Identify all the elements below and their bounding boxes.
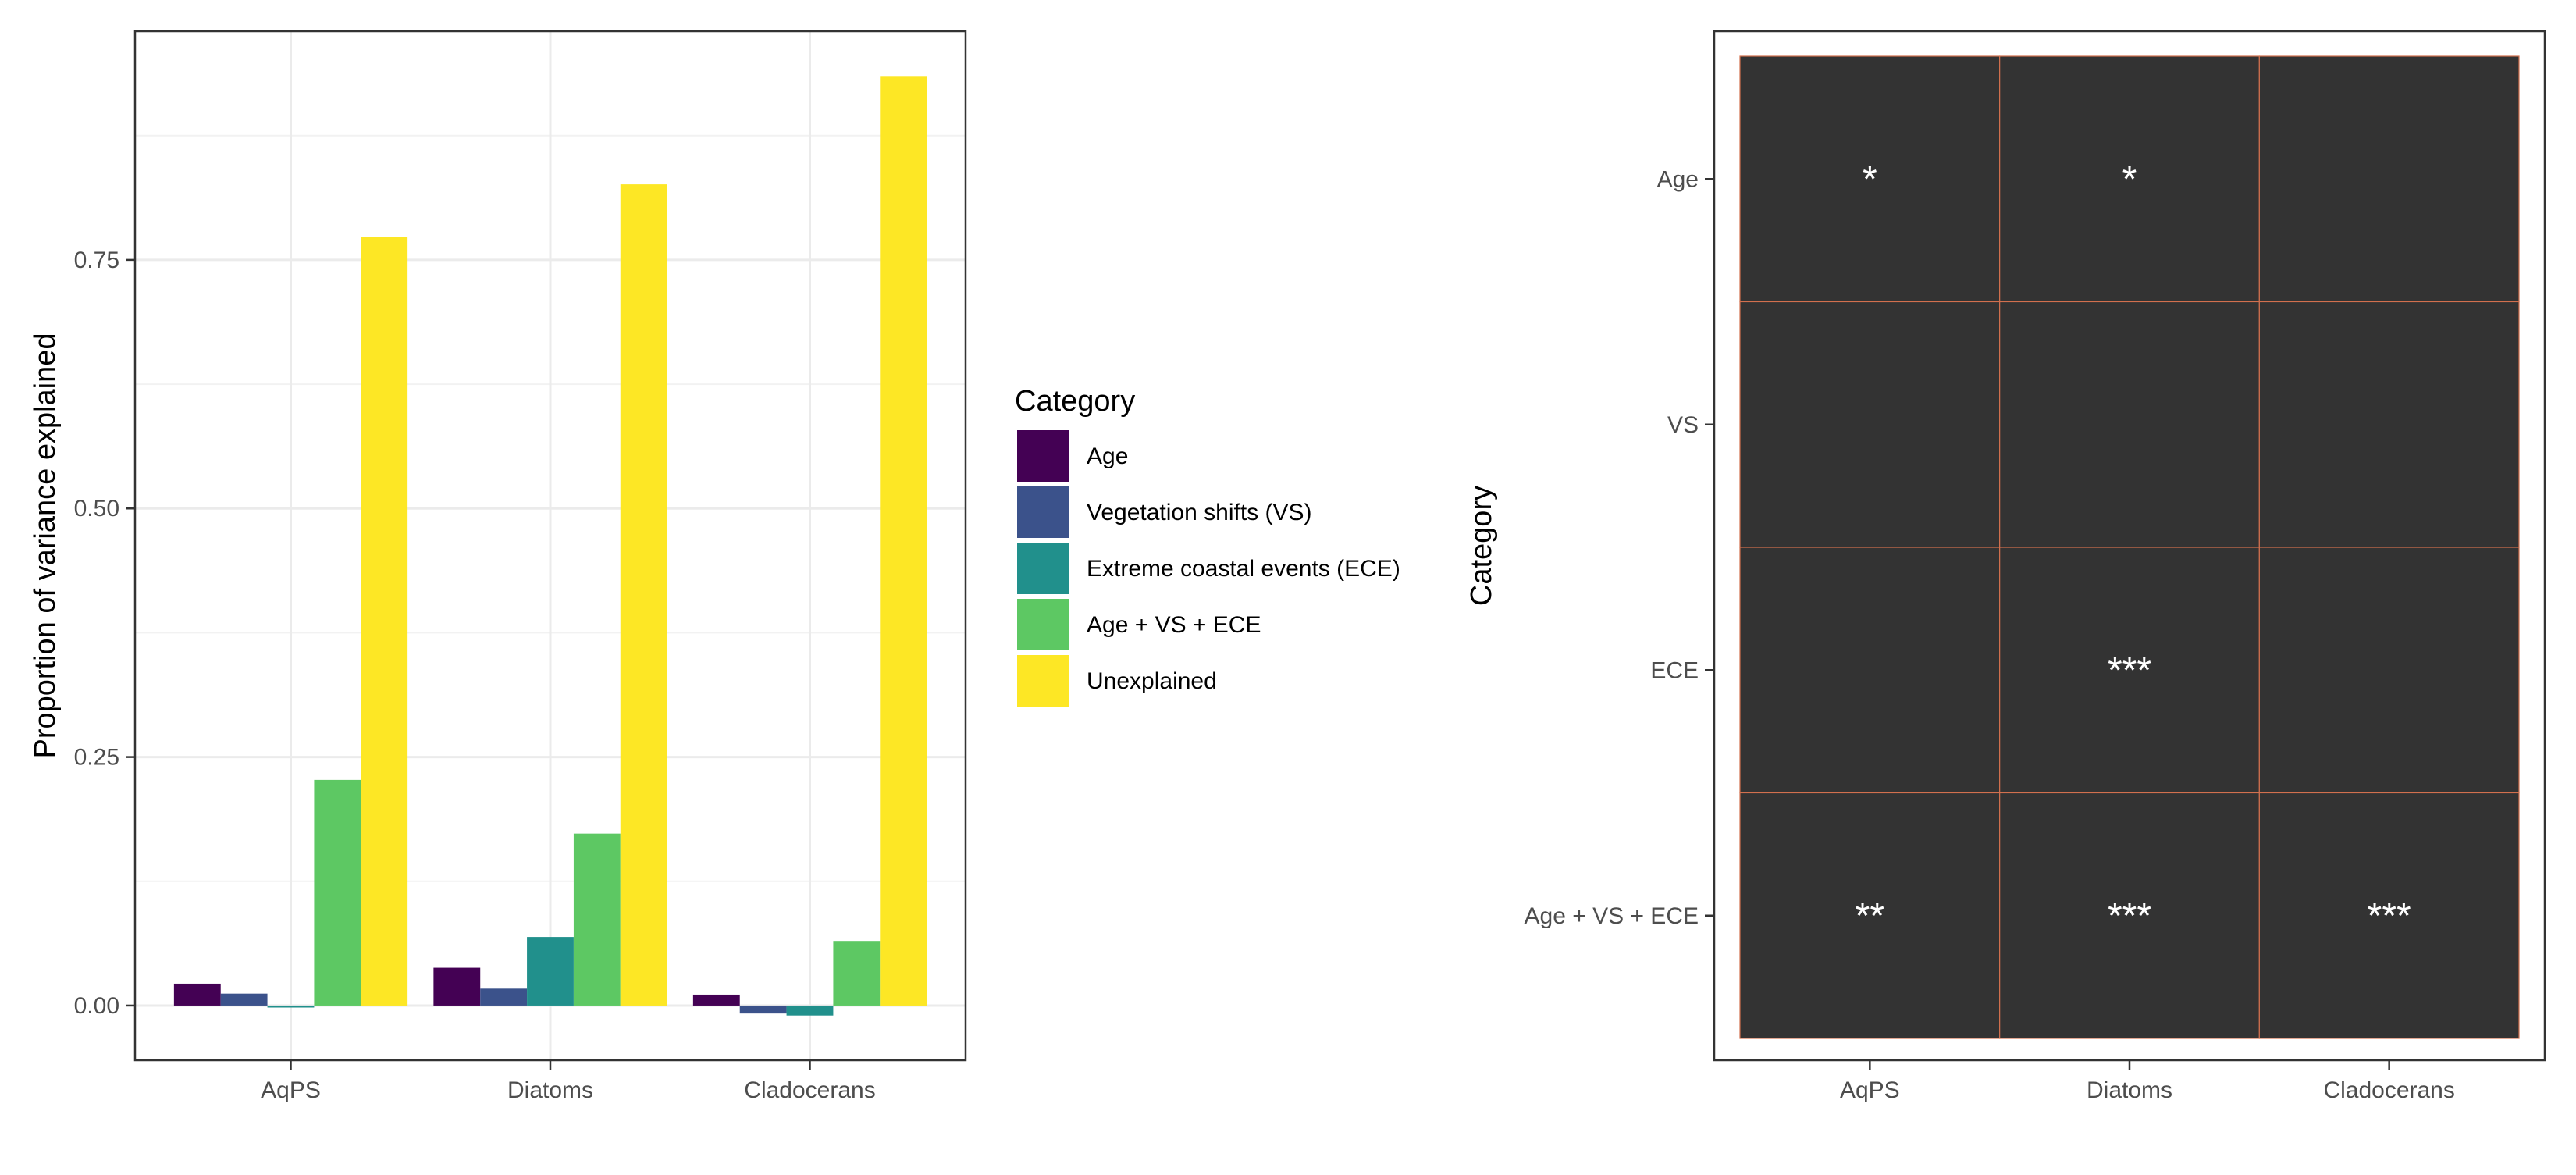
legend-key <box>1017 543 1069 594</box>
significance-label: ** <box>1856 895 1884 937</box>
legend-label: Extreme coastal events (ECE) <box>1087 556 1400 582</box>
x-tick-label: AqPS <box>1840 1077 1900 1103</box>
legend-label: Age + VS + ECE <box>1087 612 1261 638</box>
legend-label: Age <box>1087 443 1128 469</box>
bar-extreme-coastal-events-ece--aqps <box>267 1005 315 1008</box>
bar-age-vs-ece-aqps <box>314 779 361 1006</box>
bar-age-vs-ece-diatoms <box>573 833 621 1006</box>
y-tick-label: 0.75 <box>74 247 119 273</box>
bar-chart-y-axis-title: Proportion of variance explained <box>29 333 62 758</box>
bar-unexplained-diatoms <box>620 184 667 1006</box>
bar-vegetation-shifts-vs--cladocerans <box>739 1005 787 1014</box>
bar-chart-bars <box>173 76 927 1016</box>
legend-key <box>1017 599 1069 650</box>
x-tick-label: Cladocerans <box>744 1077 875 1103</box>
heatmap-cell <box>2258 792 2520 1039</box>
y-tick-label: 0.00 <box>74 993 119 1019</box>
y-tick-label: VS <box>1667 412 1699 438</box>
bar-unexplained-cladocerans <box>880 76 927 1006</box>
legend: Category Age Vegetation shifts (VS) Extrem… <box>1015 385 1400 707</box>
heatmap-cell <box>1739 547 2001 794</box>
legend-items: Age Vegetation shifts (VS) Extreme coastal… <box>1017 430 1400 707</box>
significance-label: *** <box>2108 895 2151 937</box>
legend-label: Unexplained <box>1087 668 1217 694</box>
bar-age-aqps <box>173 983 221 1006</box>
heatmap-cell <box>2258 301 2520 548</box>
heatmap-cell <box>2258 547 2520 794</box>
legend-key <box>1017 430 1069 482</box>
legend-key <box>1017 486 1069 538</box>
y-tick-label: Age <box>1657 166 1699 192</box>
bar-extreme-coastal-events-ece--cladocerans <box>786 1005 834 1016</box>
bar-chart-gridlines <box>135 31 966 1060</box>
y-tick-label: 0.50 <box>74 496 119 522</box>
heatmap-axes: Age VS ECE Age + VS + ECE AqPS Diatoms Cladoce… <box>1525 166 2455 1103</box>
legend-title: Category <box>1015 385 1135 418</box>
significance-label: *** <box>2368 895 2411 937</box>
heatmap-cell <box>1999 301 2260 548</box>
bar-vegetation-shifts-vs--diatoms <box>480 988 528 1006</box>
heatmap-cells: * ****** *** *** <box>1739 55 2520 1039</box>
heatmap-y-axis-title: Category <box>1465 486 1498 606</box>
x-tick-label: Cladocerans <box>2323 1077 2454 1103</box>
bar-chart-axes: 0.00 0.25 0.50 0.75 AqPS Diatoms Cladocerans <box>74 247 876 1103</box>
y-tick-label: ECE <box>1650 657 1699 683</box>
y-tick-label: 0.25 <box>74 745 119 771</box>
bar-extreme-coastal-events-ece--diatoms <box>527 937 574 1006</box>
bar-vegetation-shifts-vs--aqps <box>220 993 268 1006</box>
bar-age-cladocerans <box>692 994 740 1006</box>
heatmap-cell <box>1999 55 2260 303</box>
heatmap-cell <box>1999 792 2260 1039</box>
y-tick-label: Age + VS + ECE <box>1525 903 1699 929</box>
bar-age-diatoms <box>433 967 481 1006</box>
x-tick-label: Diatoms <box>2087 1077 2172 1103</box>
bar-chart: 0.00 0.25 0.50 0.75 AqPS Diatoms Cladocerans P… <box>29 30 967 1103</box>
bar-age-vs-ece-cladocerans <box>833 941 881 1006</box>
legend-label: Vegetation shifts (VS) <box>1087 500 1312 525</box>
heatmap-cell <box>1739 55 2001 303</box>
significance-label: *** <box>2108 650 2151 691</box>
legend-key <box>1017 655 1069 707</box>
heatmap-cell <box>2258 55 2520 303</box>
x-tick-label: Diatoms <box>507 1077 593 1103</box>
x-tick-label: AqPS <box>261 1077 321 1103</box>
significance-label: * <box>2122 158 2137 200</box>
heatmap-cell <box>1739 792 2001 1039</box>
heatmap-cell <box>1739 301 2001 548</box>
significance-label: * <box>1863 158 1877 200</box>
bar-unexplained-aqps <box>361 237 408 1006</box>
